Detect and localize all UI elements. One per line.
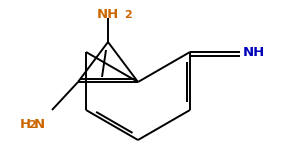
Text: NH: NH bbox=[97, 8, 119, 21]
Text: NH: NH bbox=[243, 45, 265, 58]
Text: 2: 2 bbox=[124, 10, 132, 20]
Text: N: N bbox=[34, 118, 45, 131]
Text: 2: 2 bbox=[28, 120, 36, 130]
Text: H: H bbox=[20, 118, 31, 131]
